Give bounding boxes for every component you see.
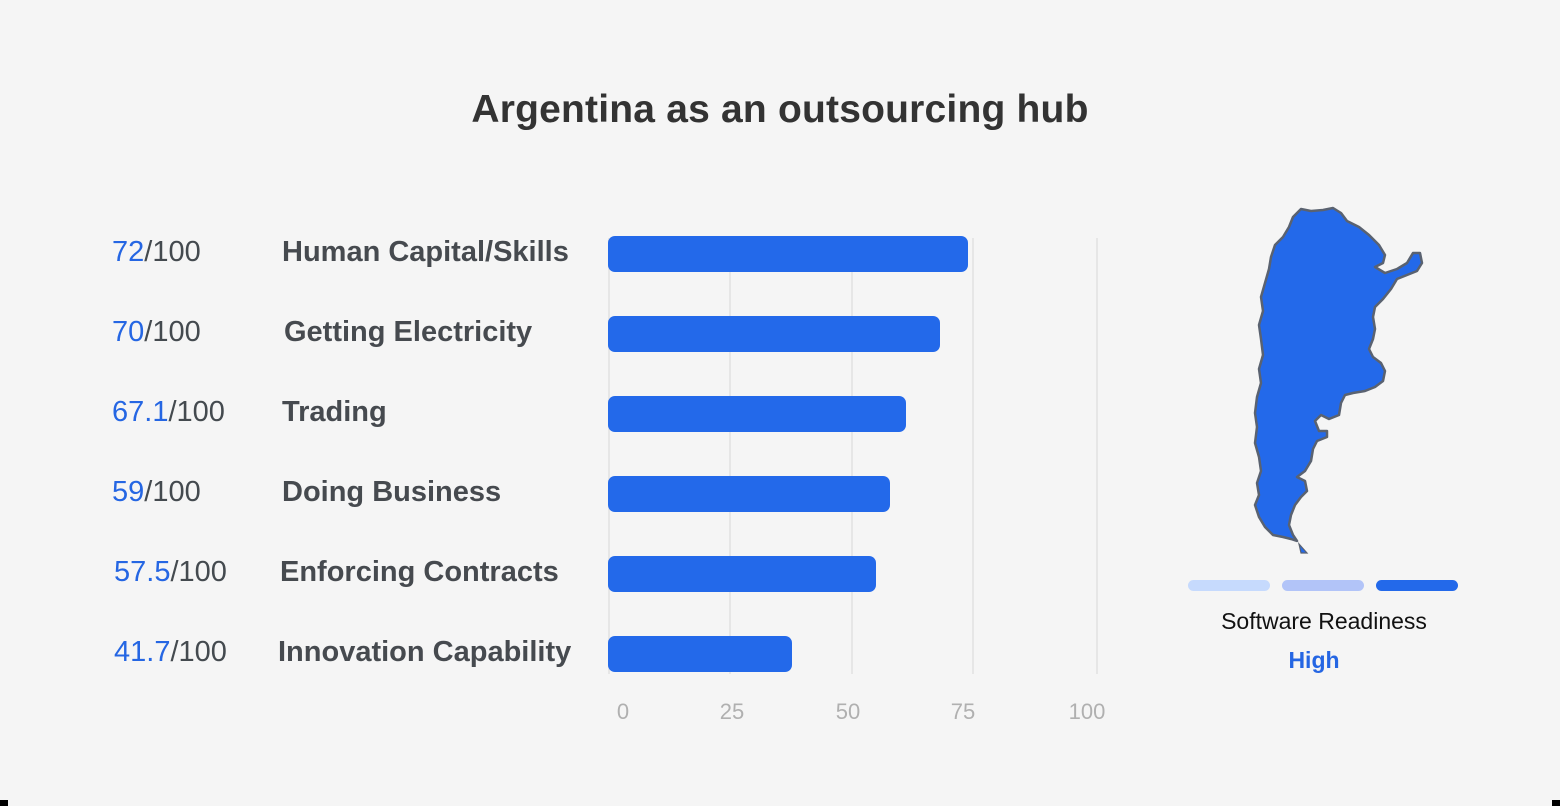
score: 70/100 xyxy=(112,316,201,349)
gridline-100 xyxy=(1096,238,1098,674)
score-suffix: /100 xyxy=(144,236,201,268)
gridline-75 xyxy=(972,238,974,674)
gridline-0 xyxy=(608,238,610,674)
bar-trading xyxy=(608,396,906,432)
category-label: Trading xyxy=(282,396,387,428)
score-suffix: /100 xyxy=(144,476,201,508)
score: 41.7/100 xyxy=(114,636,227,669)
score-value: 67.1 xyxy=(112,396,169,428)
legend-caption: Software Readiness xyxy=(1221,608,1427,634)
corner-mark-left xyxy=(0,800,8,806)
x-tick-75: 75 xyxy=(950,699,976,724)
score-value: 59 xyxy=(112,476,145,508)
gridline-25 xyxy=(729,238,731,674)
score: 59/100 xyxy=(112,476,201,509)
x-tick-100: 100 xyxy=(1068,699,1106,724)
score-value: 57.5 xyxy=(114,556,171,588)
x-tick-50: 50 xyxy=(835,699,861,724)
legend-segment-low xyxy=(1188,580,1270,591)
legend-segment-medium xyxy=(1282,580,1364,591)
argentina-map-icon xyxy=(1253,206,1424,554)
bar-innovation-capability xyxy=(608,636,792,672)
chart-title: Argentina as an outsourcing hub xyxy=(471,88,1089,131)
score-value: 72 xyxy=(112,236,145,268)
score-suffix: /100 xyxy=(144,316,201,348)
score-suffix: /100 xyxy=(170,636,227,668)
score-value: 41.7 xyxy=(114,636,171,668)
score: 67.1/100 xyxy=(112,396,225,429)
category-label: Innovation Capability xyxy=(278,636,572,668)
score-suffix: /100 xyxy=(170,556,227,588)
legend-segment-high xyxy=(1376,580,1458,591)
bar-human-capital xyxy=(608,236,968,272)
category-label: Doing Business xyxy=(282,476,502,508)
bar-doing-business xyxy=(608,476,890,512)
x-tick-0: 0 xyxy=(616,699,630,724)
score-value: 70 xyxy=(112,316,145,348)
score-suffix: /100 xyxy=(168,396,225,428)
bar-enforcing-contracts xyxy=(608,556,876,592)
bar-getting-electricity xyxy=(608,316,940,352)
score: 72/100 xyxy=(112,236,201,269)
category-label: Enforcing Contracts xyxy=(280,556,559,588)
score: 57.5/100 xyxy=(114,556,227,589)
category-label: Getting Electricity xyxy=(284,316,533,348)
legend-level: High xyxy=(1288,647,1340,673)
category-label: Human Capital/Skills xyxy=(282,236,569,268)
x-tick-25: 25 xyxy=(719,699,745,724)
gridline-50 xyxy=(851,238,853,674)
corner-mark-right xyxy=(1552,800,1560,806)
